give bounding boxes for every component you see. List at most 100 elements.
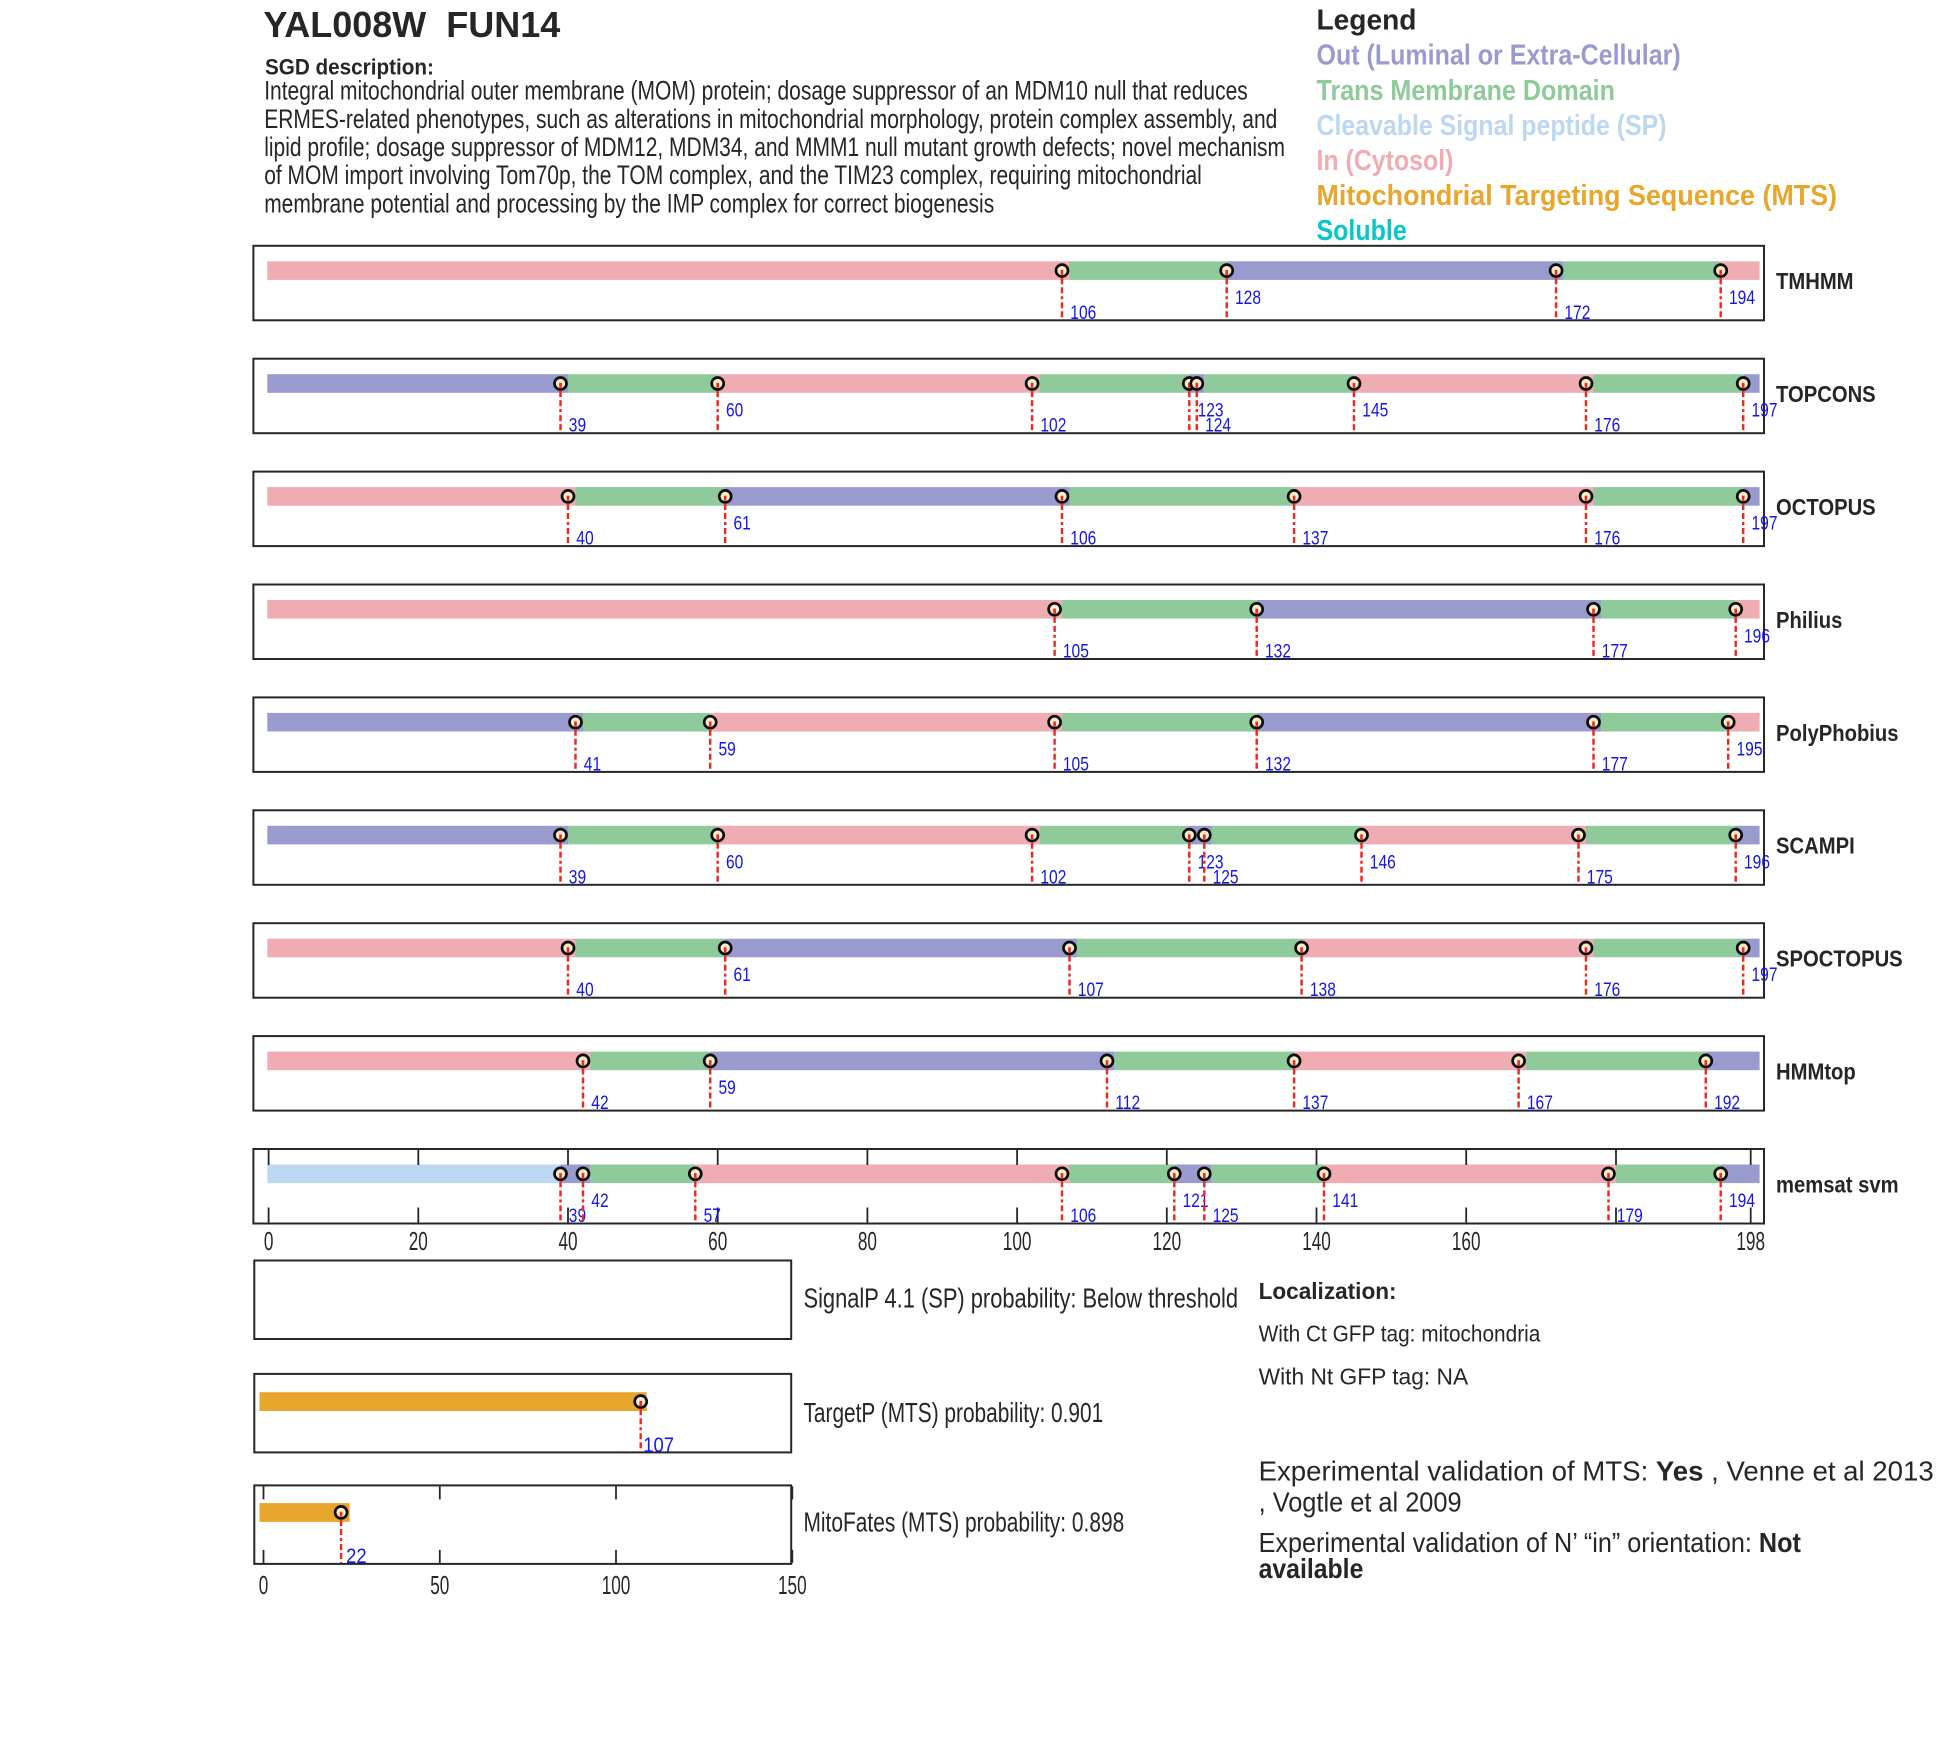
- svg-text:197: 197: [1752, 964, 1778, 986]
- svg-text:0: 0: [259, 1570, 269, 1600]
- svg-text:124: 124: [1205, 414, 1231, 436]
- svg-text:120: 120: [1152, 1226, 1181, 1256]
- svg-text:0: 0: [264, 1226, 274, 1256]
- svg-text:192: 192: [1714, 1092, 1740, 1114]
- svg-text:60: 60: [708, 1226, 727, 1256]
- svg-text:177: 177: [1602, 753, 1628, 775]
- svg-text:Philius: Philius: [1776, 607, 1842, 634]
- svg-text:195: 195: [1737, 738, 1763, 760]
- svg-text:123: 123: [1198, 399, 1224, 421]
- svg-text:Mitochondrial Targeting Sequen: Mitochondrial Targeting Sequence (MTS): [1317, 179, 1838, 211]
- svg-text:42: 42: [591, 1190, 608, 1212]
- svg-text:22: 22: [346, 1545, 367, 1568]
- svg-text:Legend: Legend: [1317, 4, 1417, 36]
- svg-text:TOPCONS: TOPCONS: [1776, 381, 1876, 408]
- svg-text:125: 125: [1213, 866, 1239, 888]
- svg-text:100: 100: [1003, 1226, 1032, 1256]
- svg-text:HMMtop: HMMtop: [1776, 1058, 1856, 1085]
- svg-text:Experimental validation of N’: Experimental validation of N’ “in” orien…: [1259, 1527, 1801, 1559]
- svg-text:PolyPhobius: PolyPhobius: [1776, 720, 1899, 747]
- svg-text:57: 57: [704, 1205, 721, 1227]
- svg-text:102: 102: [1040, 866, 1066, 888]
- svg-text:20: 20: [409, 1226, 428, 1256]
- svg-text:40: 40: [558, 1226, 577, 1256]
- svg-text:of MOM import involving Tom70p: of MOM import involving Tom70p, the TOM …: [264, 161, 1202, 191]
- svg-text:Localization:: Localization:: [1259, 1278, 1397, 1304]
- svg-text:59: 59: [719, 738, 736, 760]
- svg-text:ERMES-related phenotypes, such: ERMES-related phenotypes, such as altera…: [264, 104, 1277, 134]
- svg-text:105: 105: [1063, 753, 1089, 775]
- svg-text:145: 145: [1362, 399, 1388, 421]
- svg-text:146: 146: [1370, 851, 1396, 873]
- svg-text:memsat svm: memsat svm: [1776, 1171, 1899, 1198]
- svg-text:available: available: [1259, 1553, 1364, 1585]
- svg-text:Cleavable Signal peptide (SP): Cleavable Signal peptide (SP): [1317, 109, 1667, 141]
- svg-text:105: 105: [1063, 640, 1089, 662]
- svg-text:59: 59: [719, 1077, 736, 1099]
- svg-text:Experimental validation of MTS: Experimental validation of MTS: Yes , Ve…: [1259, 1456, 1934, 1487]
- svg-text:membrane potential and process: membrane potential and processing by the…: [264, 189, 994, 219]
- svg-text:102: 102: [1040, 414, 1066, 436]
- svg-text:, Vogtle et al 2009: , Vogtle et al 2009: [1259, 1486, 1462, 1517]
- svg-text:100: 100: [602, 1570, 631, 1600]
- svg-text:80: 80: [858, 1226, 877, 1256]
- svg-text:Soluble: Soluble: [1317, 213, 1407, 246]
- svg-text:61: 61: [734, 964, 751, 986]
- svg-text:197: 197: [1752, 512, 1778, 534]
- svg-text:112: 112: [1115, 1092, 1140, 1114]
- svg-text:172: 172: [1564, 301, 1590, 323]
- svg-text:lipid profile; dosage suppress: lipid profile; dosage suppressor of MDM1…: [264, 133, 1285, 163]
- svg-text:Integral mitochondrial outer m: Integral mitochondrial outer membrane (M…: [264, 76, 1248, 106]
- svg-text:106: 106: [1070, 527, 1096, 549]
- svg-text:Out (Luminal or Extra-Cellular: Out (Luminal or Extra-Cellular): [1317, 38, 1681, 71]
- svg-text:SCAMPI: SCAMPI: [1776, 832, 1855, 859]
- svg-text:With Ct GFP tag: mitochondria: With Ct GFP tag: mitochondria: [1259, 1321, 1541, 1347]
- svg-text:42: 42: [591, 1092, 608, 1114]
- svg-text:SGD description:: SGD description:: [265, 55, 434, 80]
- svg-text:175: 175: [1587, 866, 1613, 888]
- svg-text:YAL008W FUN14: YAL008W FUN14: [264, 4, 561, 45]
- svg-text:39: 39: [569, 414, 586, 436]
- svg-text:132: 132: [1265, 640, 1291, 662]
- svg-text:106: 106: [1070, 301, 1096, 323]
- svg-text:121: 121: [1183, 1190, 1209, 1212]
- svg-text:SPOCTOPUS: SPOCTOPUS: [1776, 945, 1903, 972]
- svg-text:40: 40: [576, 527, 593, 549]
- svg-text:With Nt GFP tag: NA: With Nt GFP tag: NA: [1259, 1363, 1469, 1389]
- svg-text:61: 61: [734, 512, 751, 534]
- svg-text:SignalP 4.1 (SP) probability:: SignalP 4.1 (SP) probability: Below thre…: [804, 1283, 1239, 1314]
- svg-text:176: 176: [1594, 414, 1620, 436]
- svg-text:40: 40: [576, 979, 593, 1001]
- svg-text:198: 198: [1736, 1226, 1765, 1256]
- svg-text:107: 107: [1078, 979, 1104, 1001]
- svg-text:179: 179: [1617, 1205, 1643, 1227]
- svg-text:TargetP (MTS) probability: 0.9: TargetP (MTS) probability: 0.901: [804, 1398, 1104, 1429]
- svg-text:125: 125: [1213, 1205, 1239, 1227]
- svg-text:106: 106: [1070, 1205, 1096, 1227]
- svg-text:132: 132: [1265, 753, 1291, 775]
- svg-text:196: 196: [1744, 625, 1770, 647]
- svg-text:177: 177: [1602, 640, 1628, 662]
- svg-text:138: 138: [1310, 979, 1336, 1001]
- svg-text:In (Cytosol): In (Cytosol): [1317, 144, 1454, 176]
- svg-text:50: 50: [430, 1570, 449, 1600]
- svg-text:TMHMM: TMHMM: [1776, 268, 1854, 295]
- svg-text:196: 196: [1744, 851, 1770, 873]
- svg-text:141: 141: [1332, 1190, 1358, 1212]
- svg-text:160: 160: [1452, 1226, 1481, 1256]
- svg-text:60: 60: [726, 399, 743, 421]
- svg-text:140: 140: [1302, 1226, 1331, 1256]
- svg-text:OCTOPUS: OCTOPUS: [1776, 494, 1876, 521]
- svg-text:60: 60: [726, 851, 743, 873]
- svg-text:41: 41: [584, 753, 601, 775]
- svg-text:176: 176: [1594, 527, 1620, 549]
- svg-text:194: 194: [1729, 1190, 1755, 1212]
- svg-text:39: 39: [569, 866, 586, 888]
- svg-text:107: 107: [643, 1434, 674, 1457]
- svg-text:Trans Membrane Domain: Trans Membrane Domain: [1317, 73, 1615, 106]
- svg-text:176: 176: [1594, 979, 1620, 1001]
- svg-text:MitoFates (MTS) probability: 0: MitoFates (MTS) probability: 0.898: [804, 1508, 1125, 1539]
- svg-text:137: 137: [1302, 1092, 1328, 1114]
- svg-text:150: 150: [778, 1570, 807, 1600]
- svg-text:197: 197: [1752, 399, 1778, 421]
